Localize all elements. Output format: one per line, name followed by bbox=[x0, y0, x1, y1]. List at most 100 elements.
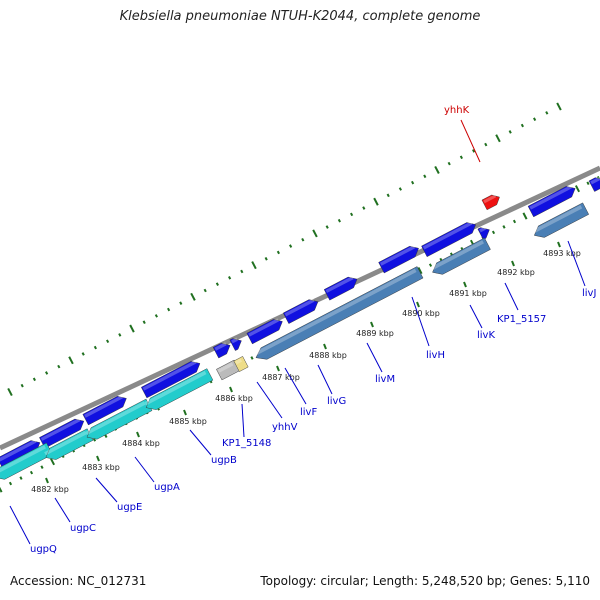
forward-gene-13[interactable] bbox=[588, 174, 600, 192]
outer-tick bbox=[533, 117, 537, 121]
outer-tick bbox=[545, 111, 549, 115]
gene-label-ugpE[interactable]: ugpE bbox=[117, 502, 142, 513]
kbp-tick-mark bbox=[557, 241, 561, 248]
gene-label-leader bbox=[95, 477, 118, 503]
outer-tick bbox=[93, 345, 97, 350]
inner-tick bbox=[49, 458, 56, 466]
forward-gene-9[interactable] bbox=[378, 243, 422, 274]
forward-gene-10[interactable] bbox=[421, 219, 479, 257]
gene-label-livF[interactable]: livF bbox=[300, 407, 317, 418]
outer-tick bbox=[484, 142, 488, 147]
inner-tick bbox=[29, 470, 34, 475]
outer-tick bbox=[57, 364, 61, 369]
forward-gene-11[interactable] bbox=[477, 224, 492, 240]
outer-tick bbox=[373, 197, 379, 206]
outer-tick bbox=[362, 206, 366, 210]
outer-tick bbox=[129, 324, 135, 333]
outer-tick bbox=[276, 250, 280, 255]
inner-tick bbox=[522, 212, 528, 220]
gene-label-livJ[interactable]: livJ bbox=[582, 288, 596, 299]
outer-tick bbox=[251, 261, 257, 270]
outer-tick bbox=[106, 339, 110, 344]
gene-label-leader bbox=[241, 403, 245, 438]
gene-label-leader bbox=[504, 282, 519, 311]
kbp-tick-label: 4893 kbp bbox=[543, 249, 581, 258]
outer-tick bbox=[447, 161, 451, 166]
outer-tick bbox=[167, 307, 171, 312]
forward-gene-4[interactable] bbox=[212, 340, 233, 359]
yhhK-gene[interactable] bbox=[481, 192, 502, 211]
kbp-tick-mark bbox=[183, 409, 187, 416]
kbp-tick-mark bbox=[511, 260, 515, 267]
inner-tick bbox=[92, 438, 97, 442]
outer-tick bbox=[472, 149, 476, 153]
inner-tick bbox=[250, 356, 254, 360]
inner-tick bbox=[40, 465, 44, 469]
outer-tick bbox=[411, 180, 415, 185]
kbp-tick-mark bbox=[463, 281, 467, 288]
gene-label-KP1_5157[interactable]: KP1_5157 bbox=[497, 314, 546, 325]
inner-tick bbox=[491, 230, 496, 235]
kbp-ticks: 4882 kbp 4883 kbp 4884 kbp 4885 kbp 4886 kbp… bbox=[31, 241, 581, 494]
genome-stats-label: Topology: circular; Length: 5,248,520 bp… bbox=[260, 574, 590, 588]
kbp-tick-label: 4887 kbp bbox=[262, 373, 300, 382]
gene-label-livK[interactable]: livK bbox=[477, 330, 495, 341]
forward-gene-6[interactable] bbox=[246, 316, 285, 345]
gene-label-leader bbox=[284, 367, 307, 405]
kbp-tick-label: 4885 kbp bbox=[169, 417, 207, 426]
gene-label-yhhV[interactable]: yhhV bbox=[272, 422, 298, 433]
outer-tick bbox=[7, 387, 13, 397]
gene-label-ugpQ[interactable]: ugpQ bbox=[30, 544, 57, 555]
inner-tick bbox=[0, 486, 3, 493]
outer-tick bbox=[289, 244, 293, 248]
forward-gene-12[interactable] bbox=[527, 183, 578, 218]
gene-label-livM[interactable]: livM bbox=[375, 374, 395, 385]
gene-label-livG[interactable]: livG bbox=[327, 396, 346, 407]
inner-tick bbox=[417, 267, 423, 275]
forward-gene-5[interactable] bbox=[229, 335, 244, 351]
gene-label-livH[interactable]: livH bbox=[426, 350, 445, 361]
outer-tick bbox=[32, 377, 36, 382]
kbp-tick-label: 4891 kbp bbox=[449, 289, 487, 298]
gene-label-ugpA[interactable]: ugpA bbox=[154, 482, 180, 493]
inner-tick bbox=[428, 263, 433, 267]
forward-gene-8[interactable] bbox=[323, 274, 360, 301]
outer-tick bbox=[179, 301, 183, 305]
kbp-tick-label: 4882 kbp bbox=[31, 485, 69, 494]
outer-tick bbox=[556, 102, 562, 111]
kbp-tick-label: 4883 kbp bbox=[82, 463, 120, 472]
outer-tick bbox=[423, 174, 427, 179]
gene-label-leader bbox=[256, 381, 283, 419]
kbp-tick-label: 4884 kbp bbox=[122, 439, 160, 448]
gene-label-leader bbox=[460, 119, 481, 163]
inner-tick bbox=[502, 225, 506, 229]
pseudo-gene-yellow[interactable] bbox=[233, 356, 249, 372]
ugp-gene-3[interactable] bbox=[143, 368, 214, 414]
gene-label-ugpC[interactable]: ugpC bbox=[70, 523, 96, 534]
gene-label-yhhK[interactable]: yhhK bbox=[444, 105, 470, 116]
gene-label-leader bbox=[189, 429, 212, 456]
kbp-tick-mark bbox=[96, 455, 100, 462]
outer-tick bbox=[264, 256, 268, 261]
outer-tick bbox=[81, 352, 85, 356]
outer-tick bbox=[337, 218, 341, 223]
kbp-tick-mark bbox=[370, 321, 374, 328]
gene-label-leader bbox=[54, 497, 71, 523]
outer-tick bbox=[495, 134, 501, 143]
gene-label-leader bbox=[9, 505, 31, 545]
inner-tick bbox=[574, 185, 581, 193]
gene-label-KP1_5148[interactable]: KP1_5148 bbox=[222, 438, 271, 449]
liv-gene-right[interactable] bbox=[531, 202, 589, 241]
gene-label-leader bbox=[469, 304, 483, 329]
forward-gene-3[interactable] bbox=[141, 358, 202, 399]
gene-label-ugpB[interactable]: ugpB bbox=[211, 455, 237, 466]
forward-gene-2[interactable] bbox=[82, 393, 129, 426]
gene-features[interactable] bbox=[0, 174, 600, 483]
outer-tick bbox=[398, 187, 402, 191]
forward-gene-7[interactable] bbox=[282, 296, 320, 324]
liv-gene-long[interactable] bbox=[253, 266, 424, 364]
liv-gene-short[interactable] bbox=[430, 237, 491, 278]
